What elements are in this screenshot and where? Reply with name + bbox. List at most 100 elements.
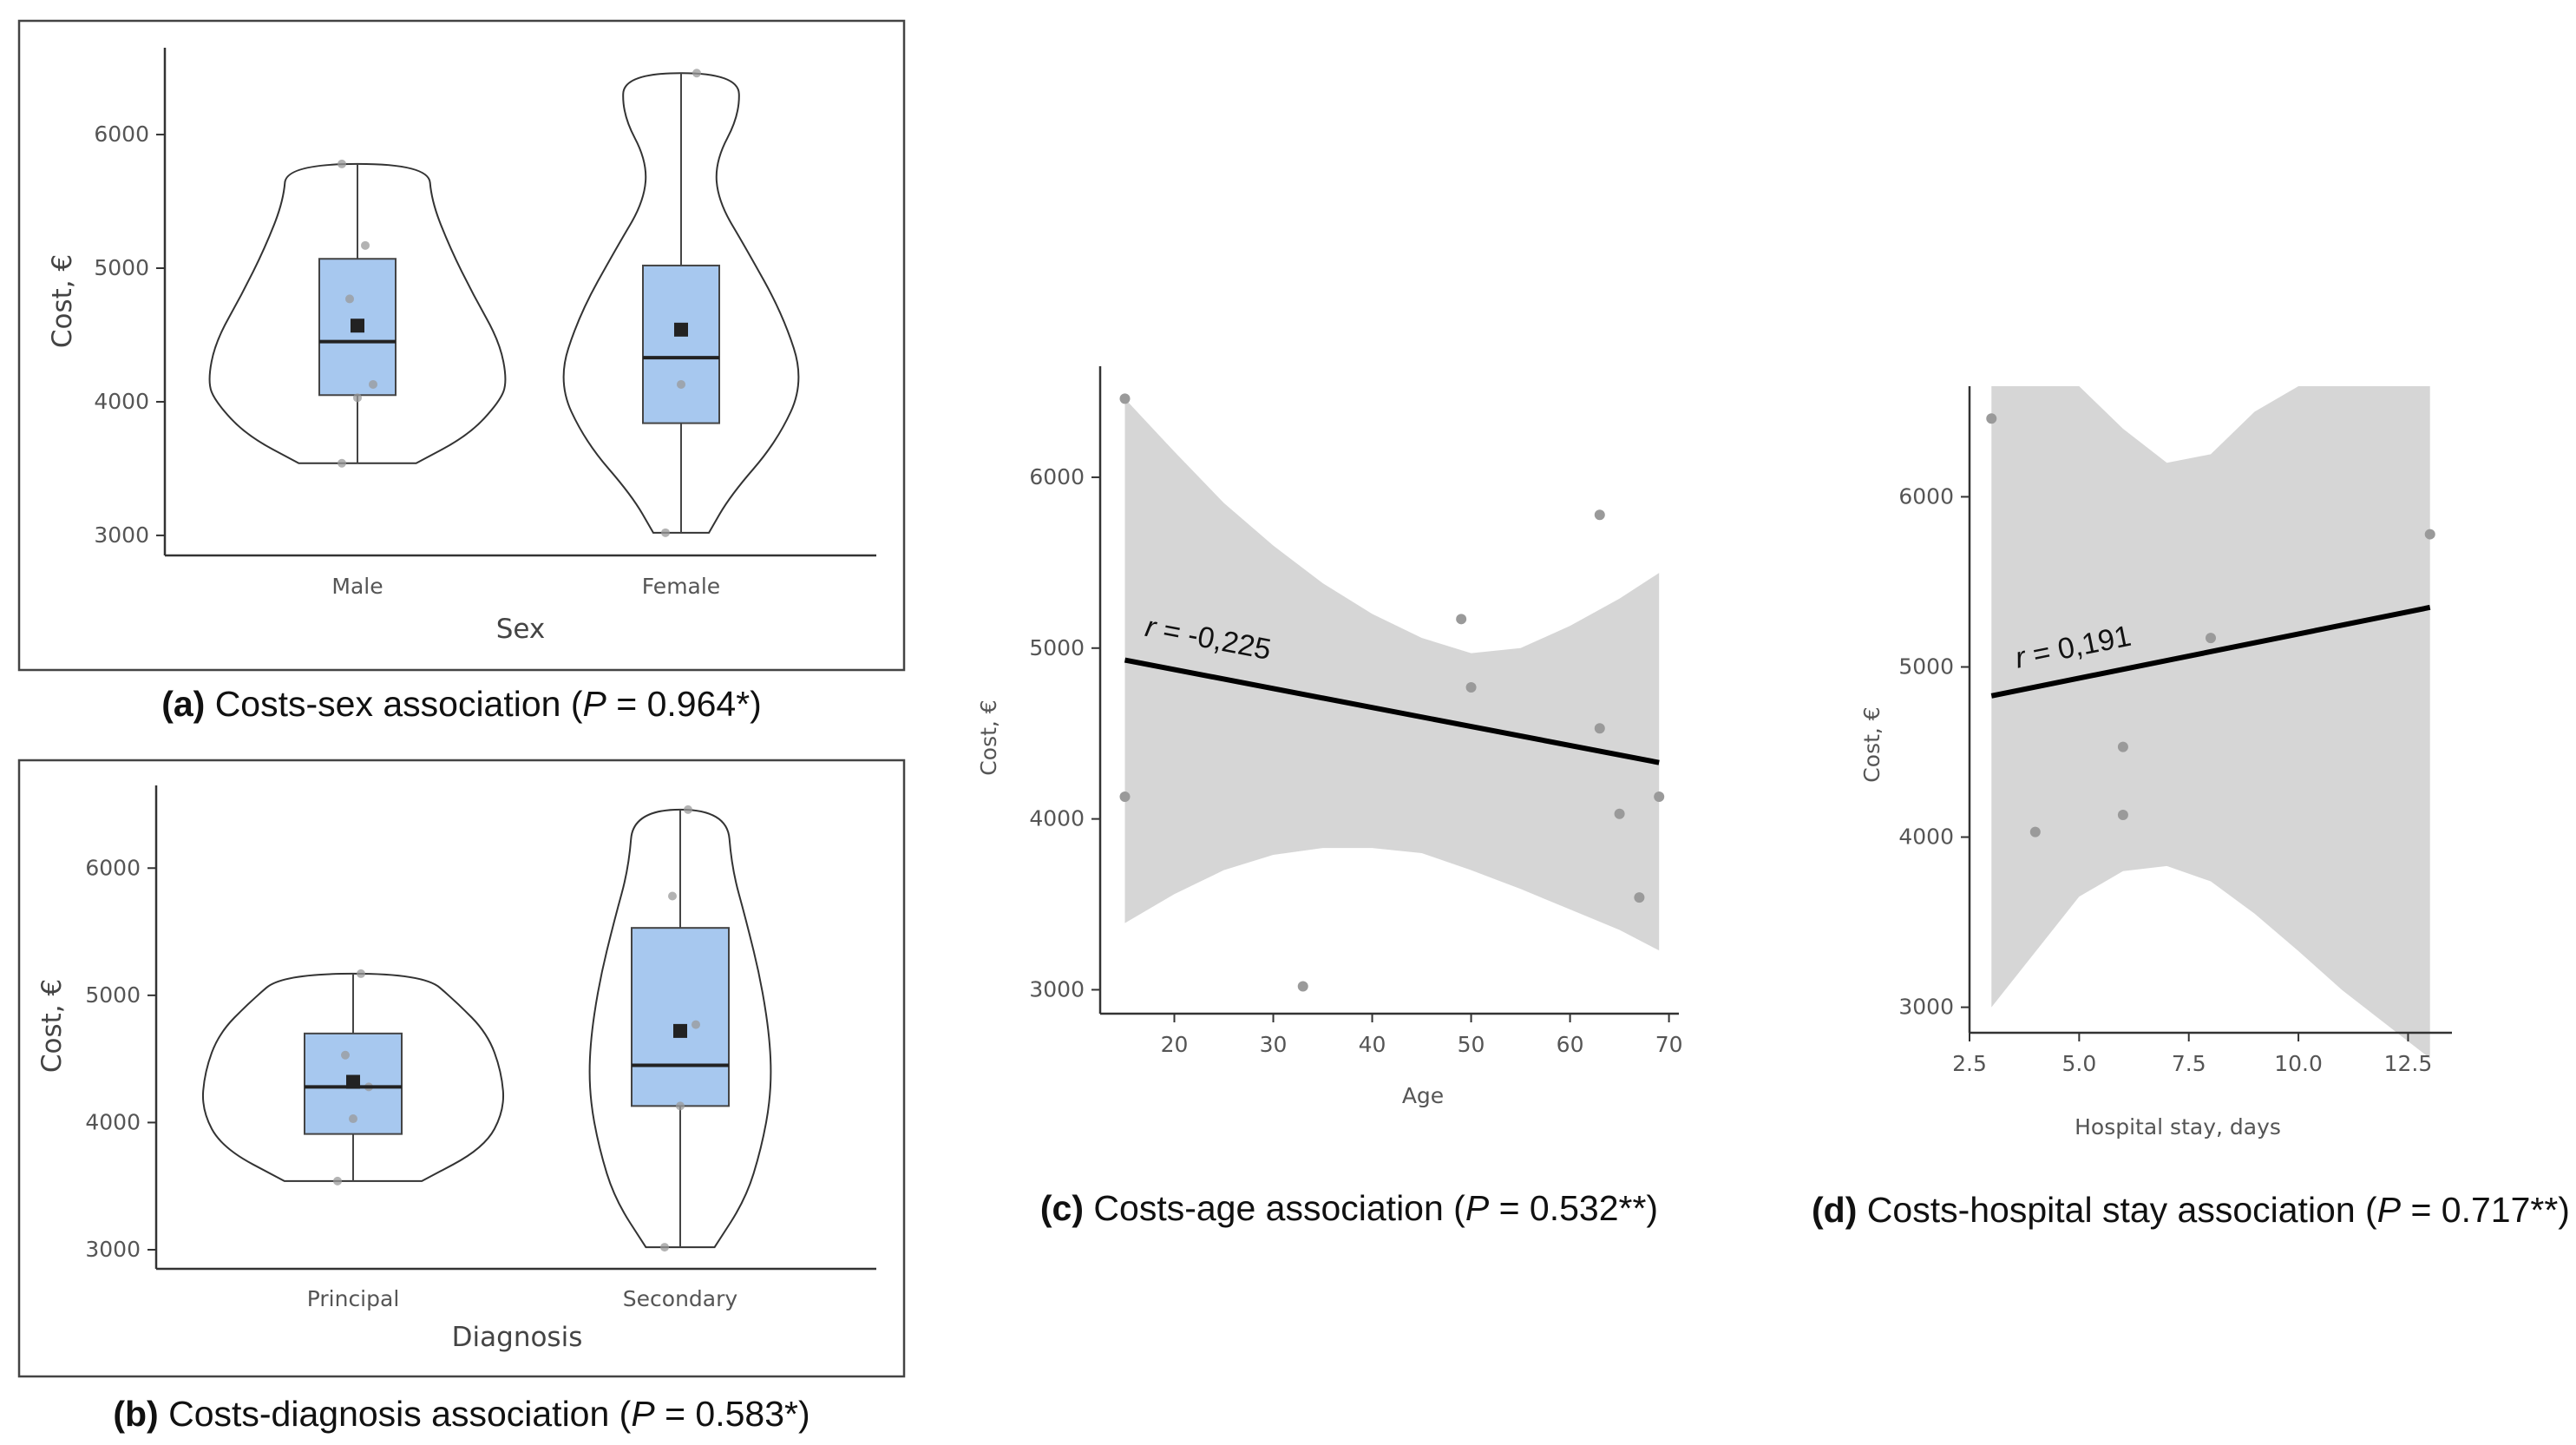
x-tick-label: 50 — [1458, 1032, 1485, 1057]
x-tick-label: 10.0 — [2274, 1051, 2323, 1076]
data-point — [333, 1176, 342, 1186]
y-tick-label: 4000 — [1898, 824, 1954, 850]
panel-b-y-label: Cost, € — [36, 979, 68, 1073]
confidence-band — [1124, 398, 1660, 951]
data-point — [2424, 529, 2435, 540]
data-point — [1119, 393, 1131, 404]
panel-a-sex-violin: 3000 4000 5000 6000 Cost, € Sex Male Female — [17, 19, 906, 672]
panel-a-y-label: Cost, € — [47, 254, 78, 348]
panel-a-x-tick: Female — [642, 574, 720, 599]
caption-label: (c) — [1040, 1188, 1084, 1228]
data-point — [1594, 509, 1605, 521]
caption-label: (d) — [1812, 1190, 1857, 1230]
panel-b-x-tick: Principal — [307, 1286, 400, 1311]
panel-d-x-label: Hospital stay, days — [2075, 1114, 2281, 1140]
caption-value: = 0.717**) — [2401, 1190, 2570, 1230]
y-tick-label: 3000 — [1029, 976, 1085, 1002]
x-tick-label: 40 — [1359, 1032, 1386, 1057]
caption-p: P — [1465, 1188, 1490, 1228]
caption-label: (b) — [113, 1394, 158, 1434]
data-point — [1456, 614, 1467, 625]
caption-text: Costs-hospital stay association ( — [1857, 1190, 2377, 1230]
y-tick-label: 6000 — [1029, 464, 1085, 489]
caption-text: Costs-sex association ( — [205, 684, 583, 724]
data-point — [338, 159, 346, 168]
data-point — [677, 379, 685, 389]
caption-p: P — [2377, 1190, 2402, 1230]
y-tick-label: 5000 — [94, 255, 149, 280]
data-point — [345, 294, 354, 304]
data-point — [684, 805, 692, 814]
x-tick-label: 12.5 — [2384, 1051, 2433, 1076]
caption-p: P — [631, 1394, 655, 1434]
panel-b-caption: (b) Costs-diagnosis association (P = 0.5… — [113, 1394, 810, 1434]
panel-a-x-tick: Male — [331, 574, 383, 599]
y-tick-label: 6000 — [1898, 483, 1954, 509]
y-tick-label: 4000 — [94, 389, 149, 414]
caption-value: = 0.964*) — [606, 684, 762, 724]
mean-marker — [673, 1023, 687, 1038]
panel-a-x-label: Sex — [496, 614, 546, 645]
caption-text: Costs-age association ( — [1084, 1188, 1465, 1228]
y-tick-label: 5000 — [1029, 635, 1085, 660]
panel-b-x-label: Diagnosis — [452, 1322, 583, 1353]
caption-p: P — [583, 684, 607, 724]
y-tick-label: 5000 — [85, 982, 141, 1008]
regression-line — [1124, 657, 1660, 765]
data-point — [1614, 808, 1625, 819]
panel-a-caption: (a) Costs-sex association (P = 0.964*) — [161, 684, 762, 724]
panel-d-y-label: Cost, € — [1859, 706, 1884, 782]
data-point — [1654, 791, 1665, 803]
data-point — [357, 969, 365, 978]
data-point — [369, 379, 377, 389]
data-point — [692, 1020, 700, 1029]
data-point — [353, 393, 362, 403]
panel-b-diagnosis-violin: 3000 4000 5000 6000 Cost, € Diagnosis Princ… — [17, 759, 906, 1378]
data-point — [1594, 723, 1605, 734]
y-tick-label: 3000 — [94, 522, 149, 548]
data-point — [1986, 413, 1997, 424]
panel-c-y-label: Cost, € — [976, 700, 1001, 775]
x-tick-label: 70 — [1655, 1032, 1683, 1057]
data-point — [1297, 981, 1308, 992]
data-point — [1465, 682, 1477, 693]
panel-c-x-label: Age — [1402, 1083, 1444, 1108]
y-tick-label: 3000 — [1898, 995, 1954, 1020]
caption-value: = 0.532**) — [1489, 1188, 1658, 1228]
data-point — [341, 1050, 350, 1060]
caption-value: = 0.583*) — [655, 1394, 810, 1434]
data-point — [1634, 892, 1645, 903]
caption-label: (a) — [161, 684, 205, 724]
y-tick-label: 6000 — [85, 855, 141, 880]
x-tick-label: 30 — [1260, 1032, 1288, 1057]
data-point — [2117, 741, 2128, 752]
confidence-band — [1991, 386, 2430, 1059]
data-point — [692, 69, 701, 78]
y-tick-label: 3000 — [85, 1237, 141, 1262]
data-point — [361, 240, 370, 250]
y-tick-label: 5000 — [1898, 654, 1954, 679]
data-point — [349, 1114, 357, 1124]
data-point — [668, 891, 677, 901]
mean-marker — [674, 322, 688, 337]
data-point — [2029, 826, 2041, 837]
x-tick-label: 60 — [1557, 1032, 1584, 1057]
panel-b-x-tick: Secondary — [623, 1286, 738, 1311]
data-point — [2206, 633, 2216, 644]
x-tick-label: 20 — [1161, 1032, 1189, 1057]
mean-marker — [346, 1074, 360, 1089]
data-point — [661, 528, 670, 537]
x-tick-label: 7.5 — [2172, 1051, 2206, 1076]
x-tick-label: 2.5 — [1952, 1051, 1987, 1076]
data-point — [660, 1243, 669, 1252]
panel-c-caption: (c) Costs-age association (P = 0.532**) — [1040, 1188, 1658, 1228]
x-tick-label: 5.0 — [2061, 1051, 2096, 1076]
y-tick-label: 6000 — [94, 122, 149, 147]
panel-d-caption: (d) Costs-hospital stay association (P =… — [1812, 1190, 2570, 1230]
regression-line — [1990, 604, 2431, 699]
